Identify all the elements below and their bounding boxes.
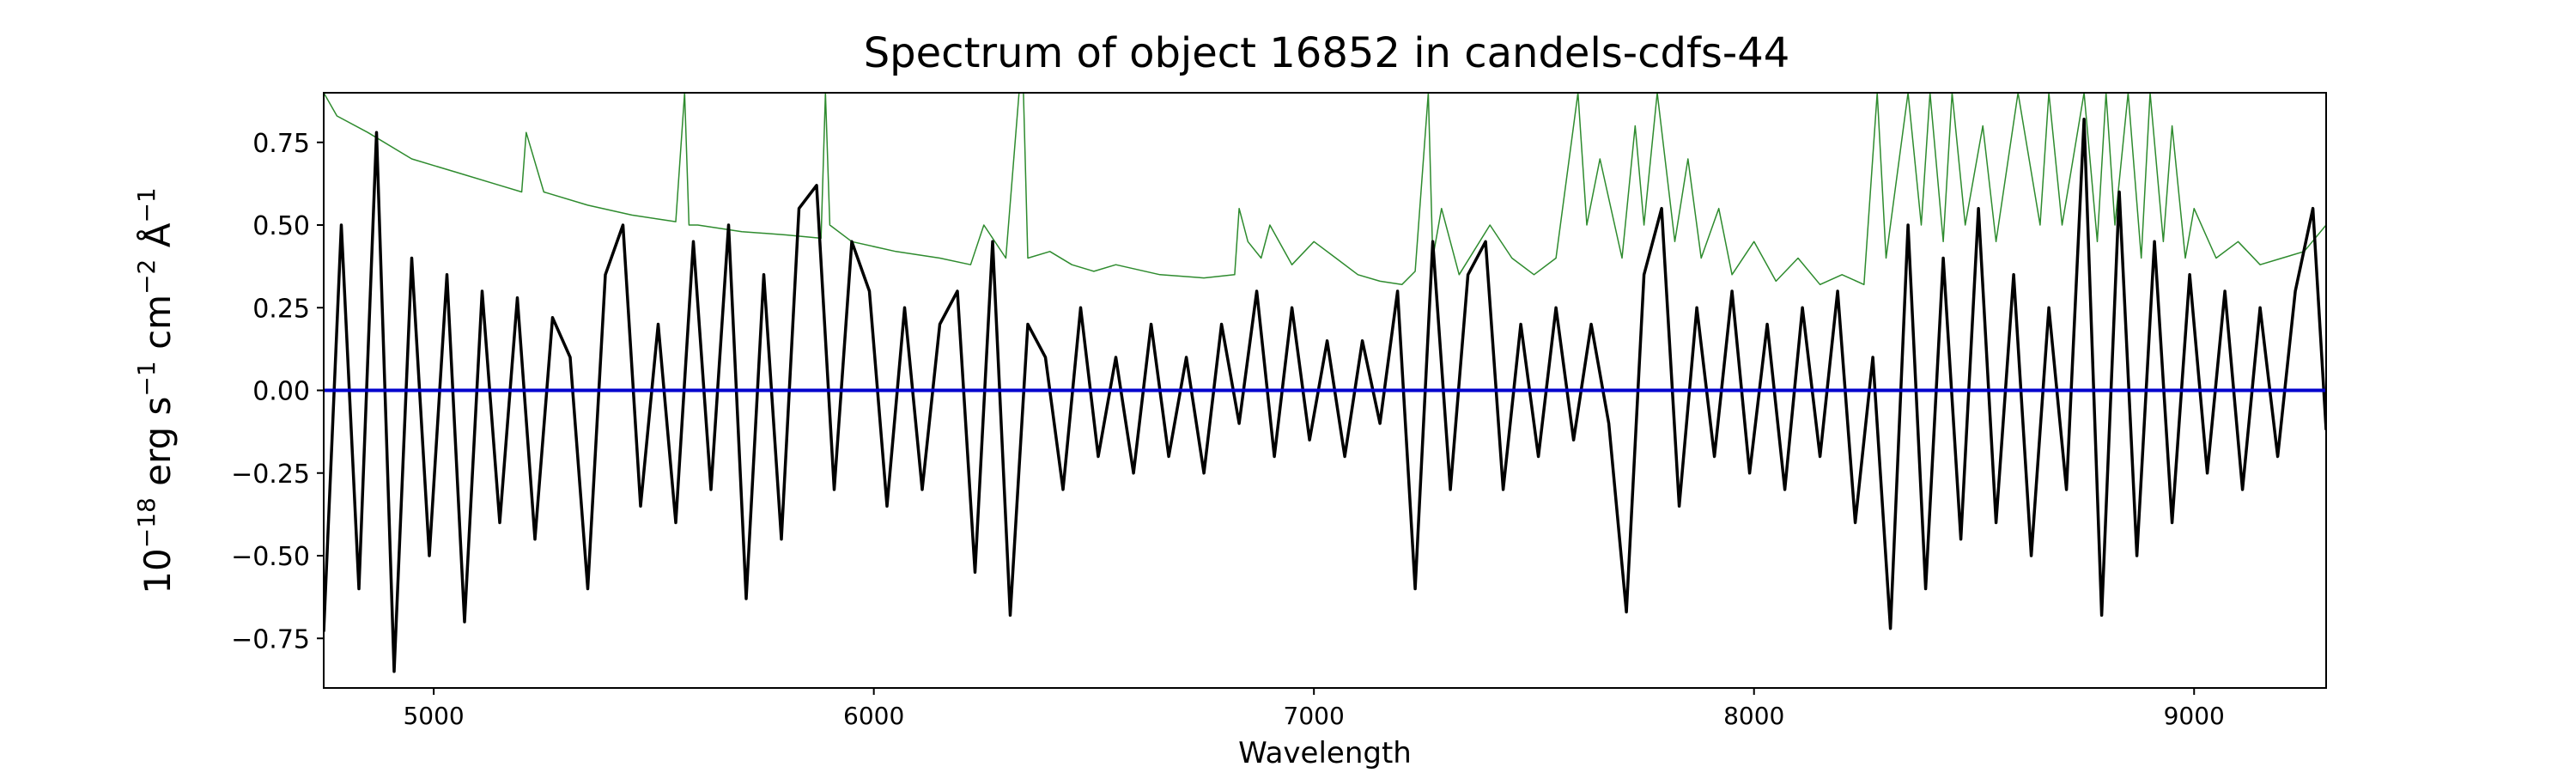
y-axis-label-unit1-exp: −1 — [132, 361, 161, 396]
y-tick-label: −0.50 — [231, 542, 310, 572]
y-tick-label: 0.75 — [252, 129, 310, 159]
y-tick-label: 0.25 — [252, 294, 310, 324]
y-axis-label-unit1: erg s — [137, 397, 179, 498]
x-axis: 5000 6000 7000 8000 9000 — [403, 688, 2225, 730]
chart-title: Spectrum of object 16852 in candels-cdfs… — [864, 29, 1790, 77]
y-tick-label: 0.50 — [252, 211, 310, 241]
y-axis-label-unit3-exp: −1 — [132, 187, 161, 222]
y-tick-label: −0.75 — [231, 624, 310, 654]
y-axis-label-unit2: cm — [137, 295, 179, 361]
x-tick-label: 9000 — [2164, 702, 2225, 730]
y-tick-label: −0.25 — [231, 460, 310, 490]
x-tick-label: 7000 — [1284, 702, 1345, 730]
y-axis-label: 10−18 erg s−1 cm−2 Å−1 — [132, 187, 179, 593]
x-tick-label: 8000 — [1723, 702, 1784, 730]
y-axis-label-prefix: 10 — [137, 548, 179, 593]
y-axis-label-unit3: Å — [136, 222, 179, 259]
y-axis-label-unit2-exp: −2 — [132, 259, 161, 295]
x-axis-label: Wavelength — [1238, 736, 1412, 770]
y-tick-label: 0.00 — [252, 377, 310, 407]
x-tick-label: 5000 — [403, 702, 464, 730]
y-axis: −0.75 −0.50 −0.25 0.00 0.25 0.50 0.75 — [231, 129, 324, 654]
x-tick-label: 6000 — [843, 702, 904, 730]
series-line-flux — [324, 118, 2326, 673]
series-line-error — [324, 93, 2326, 286]
plot-area — [324, 93, 2326, 673]
y-axis-label-exp: −18 — [132, 497, 161, 548]
